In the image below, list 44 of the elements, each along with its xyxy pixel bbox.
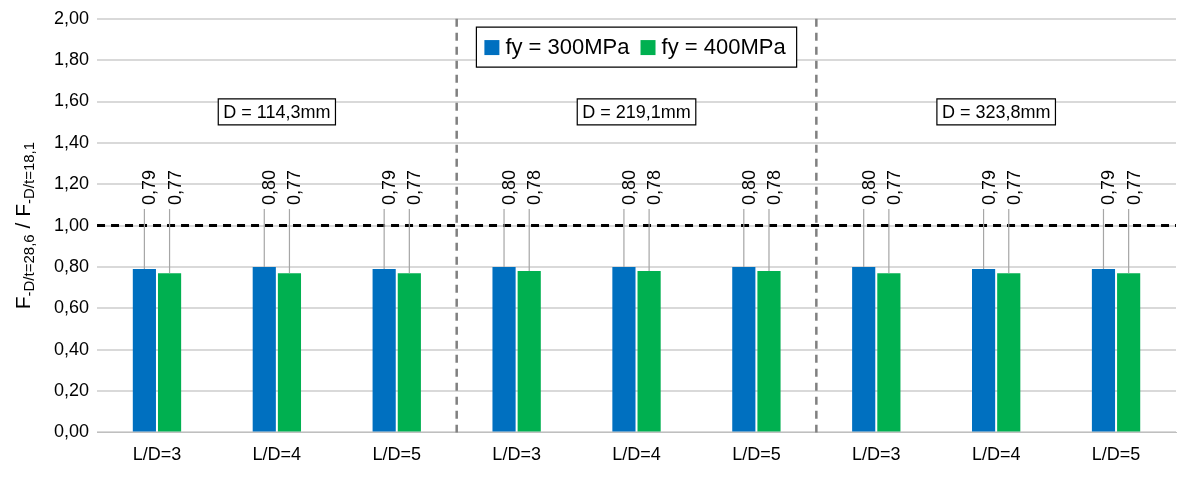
data-label: 0,77 [164,170,185,206]
y-tick-label: 1,60 [53,90,90,111]
data-label: 0,80 [499,170,520,206]
data-label: 0,80 [858,170,879,206]
y-tick-label: 0,40 [53,338,90,359]
y-tick-label: 0,60 [53,297,90,318]
data-label: 0,79 [1098,170,1119,206]
annotation: D = 114,3mm [223,101,331,122]
data-label: 0,79 [139,170,160,206]
data-label: 0,79 [978,170,999,206]
y-tick-label: 1,80 [53,49,90,70]
y-tick-label: 2,00 [53,7,90,28]
data-label: 0,79 [379,170,400,206]
legend-label: fy = 300MPa [505,34,631,60]
data-label: 0,77 [1003,170,1024,206]
data-label: 0,78 [644,170,665,206]
x-tick-label: L/D=3 [132,444,182,465]
data-label: 0,80 [618,170,639,206]
x-tick-label: L/D=4 [971,444,1021,465]
y-tick-label: 1,40 [53,131,90,152]
x-tick-label: L/D=5 [1091,444,1141,465]
x-tick-label: L/D=5 [372,444,422,465]
x-tick-label: L/D=3 [492,444,541,465]
y-tick-label: 0,00 [53,421,90,442]
x-tick-label: L/D=4 [252,444,302,465]
data-label: 0,77 [1123,170,1144,206]
data-label: 0,77 [883,170,904,206]
data-label: 0,78 [524,170,545,206]
annotation: D = 219,1mm [582,101,691,122]
x-tick-label: L/D=4 [612,444,661,465]
annotation: D = 323,8mm [941,101,1051,122]
data-label: 0,80 [259,170,280,206]
y-tick-label: 0,20 [53,380,90,401]
data-label: 0,80 [738,170,759,206]
y-axis-title: F-D/t=28,6 / F-D/t=18,1 [10,141,38,310]
x-tick-label: L/D=3 [852,444,901,465]
y-tick-label: 1,20 [53,173,90,194]
data-label: 0,78 [763,170,784,206]
data-label: 0,77 [404,170,425,206]
y-tick-label: 1,00 [53,214,90,235]
data-label: 0,77 [284,170,305,206]
x-tick-label: L/D=5 [732,444,781,465]
y-tick-label: 0,80 [53,255,90,276]
legend-label: fy = 400MPa [661,34,787,60]
